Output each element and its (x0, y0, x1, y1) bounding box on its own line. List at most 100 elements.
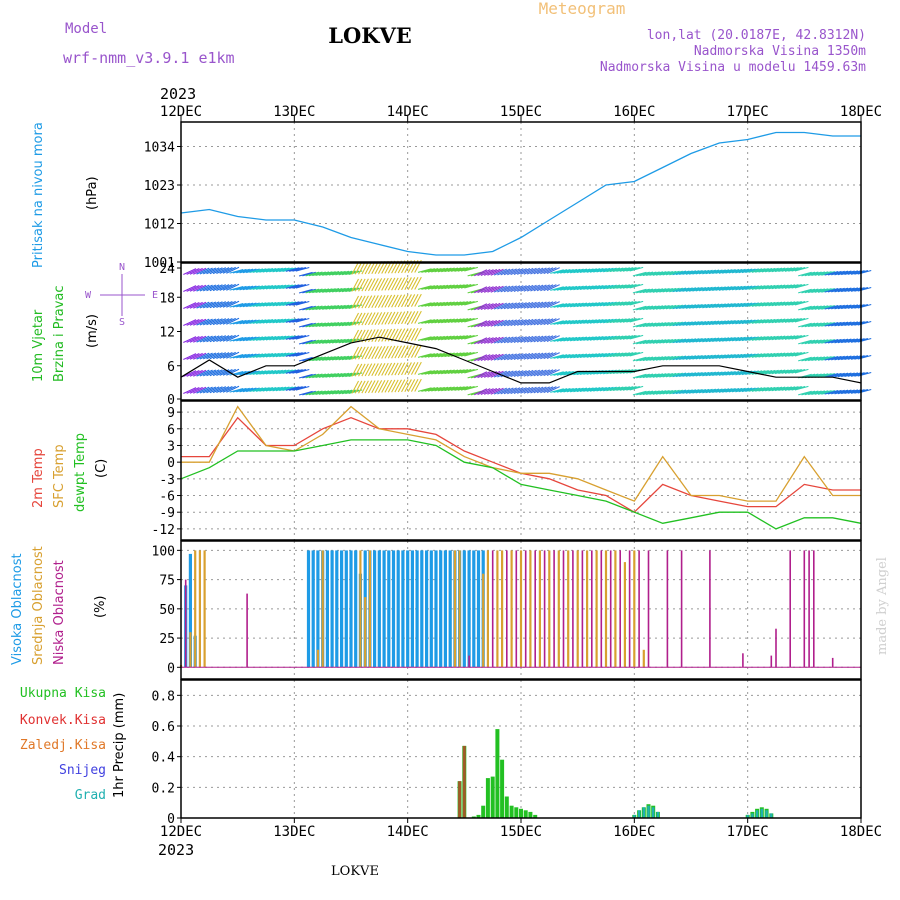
cloud-bar (373, 550, 377, 668)
cloud-bar (316, 649, 319, 668)
cloud-bar (519, 550, 523, 668)
cloud-bar (614, 550, 617, 668)
cloud-bar (340, 550, 344, 668)
cloud-bar (813, 550, 815, 668)
precip-bar (647, 805, 650, 818)
cloud-bar (387, 550, 391, 668)
wind-label-2: Brzina i Pravac (52, 285, 67, 382)
y-tick-label: -12 (152, 523, 175, 538)
cloud-bar (831, 657, 834, 668)
cloud-bar (448, 550, 452, 668)
station-title: LOKVE (328, 23, 412, 48)
cloud-bar (415, 550, 419, 668)
precip-bar (755, 810, 759, 818)
date-label-bottom: 13DEC (273, 824, 315, 840)
cloud-bar (623, 562, 626, 668)
precip-bar (751, 813, 754, 818)
cloud-bar (321, 550, 324, 668)
date-label-top: 12DEC (160, 104, 202, 120)
cloud-bar (188, 553, 192, 668)
footer-station: LOKVE (331, 864, 379, 879)
precip-frame (180, 679, 862, 819)
precip-bar (519, 808, 523, 818)
date-label-bottom: 17DEC (727, 824, 769, 840)
y-tick-label: 3 (167, 439, 175, 454)
compass-e: E (152, 290, 158, 301)
precip-bar (485, 778, 490, 818)
y-tick-label: 50 (159, 603, 175, 618)
cloud-bar (680, 550, 683, 668)
model-label: Model (65, 21, 107, 37)
elevation-label: Nadmorska Visina 1350m (694, 44, 866, 59)
y-tick-label: 18 (159, 291, 175, 306)
precip-bar (746, 814, 749, 818)
cloud-bar (434, 550, 438, 668)
y-tick-label: 0 (167, 393, 175, 408)
cloud-bar (553, 550, 555, 668)
cloud-bar (534, 550, 536, 668)
wind-speed-line (180, 336, 862, 384)
cloud-bar (501, 550, 504, 668)
cloud-bar (576, 550, 579, 668)
cloud-bar (194, 550, 197, 668)
cloud-bar (443, 550, 447, 668)
date-label-top: 14DEC (387, 104, 429, 120)
y-tick-label: 6 (167, 423, 175, 438)
y-tick-label: -6 (159, 490, 175, 505)
cloud-bar (368, 550, 371, 668)
y-tick-label: -9 (159, 506, 175, 521)
pressure-line (180, 131, 861, 256)
cloud-bar (396, 550, 400, 668)
y-tick-label: 0 (167, 661, 175, 676)
y-tick-label: 0.4 (152, 751, 176, 766)
y-tick-label: 0 (167, 812, 175, 827)
cloud-bar (595, 550, 598, 668)
cloud-bar (401, 550, 405, 668)
precip-bar (652, 807, 655, 818)
y-tick-label: 0.6 (152, 720, 175, 735)
product-title: Meteogram (539, 0, 626, 18)
cloud-bar (330, 550, 334, 668)
legend-frozen: Zaledj.Kisa (20, 738, 106, 753)
precip-bar (490, 776, 495, 818)
cloud-bar (462, 550, 466, 668)
temp2m-label: 2m Temp (31, 448, 46, 508)
coords-label: lon,lat (20.0187E, 42.8312N) (647, 28, 866, 43)
cloud-bar (406, 550, 410, 668)
precip-bar (642, 807, 645, 818)
cloud-bar (524, 550, 527, 668)
wind-frame (180, 262, 862, 401)
y-tick-label: 0.8 (152, 689, 175, 704)
compass-n: N (119, 262, 125, 273)
date-label-top: 13DEC (273, 104, 315, 120)
cloud-bar (562, 550, 565, 668)
precip-bar (476, 814, 481, 818)
cloud-bar (420, 550, 424, 668)
cloud-bar (600, 550, 603, 668)
y-tick-label: 25 (159, 632, 175, 647)
cloud-bar (377, 550, 381, 668)
date-label-bottom: 18DEC (840, 824, 882, 840)
cloud-bar (246, 593, 248, 668)
cloud-bar (391, 550, 396, 668)
cloud-bar (482, 573, 485, 668)
cloud-bar (410, 550, 414, 668)
low-cloud-label: Niska Oblacnost (52, 560, 67, 665)
cloud-bar (316, 550, 320, 668)
precip-bar (458, 781, 462, 818)
model-name: wrf-nmm_v3.9.1 e1km (63, 49, 235, 67)
cloud-bar (642, 649, 645, 668)
y-tick-label: 1012 (144, 218, 175, 233)
cloud-bar (628, 550, 631, 668)
date-label-top: 18DEC (840, 104, 882, 120)
sfc-temp-label: SFC Temp (52, 444, 67, 508)
cloud-bar (203, 550, 206, 668)
cloud-bar (638, 550, 640, 668)
date-label-bottom: 12DEC (160, 824, 202, 840)
year-top: 2023 (160, 85, 196, 103)
watermark: made by Angel (875, 557, 890, 655)
cloud-unit: (%) (93, 596, 108, 619)
compass-legend: N S W E (85, 262, 158, 328)
precip-bar (637, 810, 641, 818)
legend-grad: Grad (75, 788, 106, 803)
